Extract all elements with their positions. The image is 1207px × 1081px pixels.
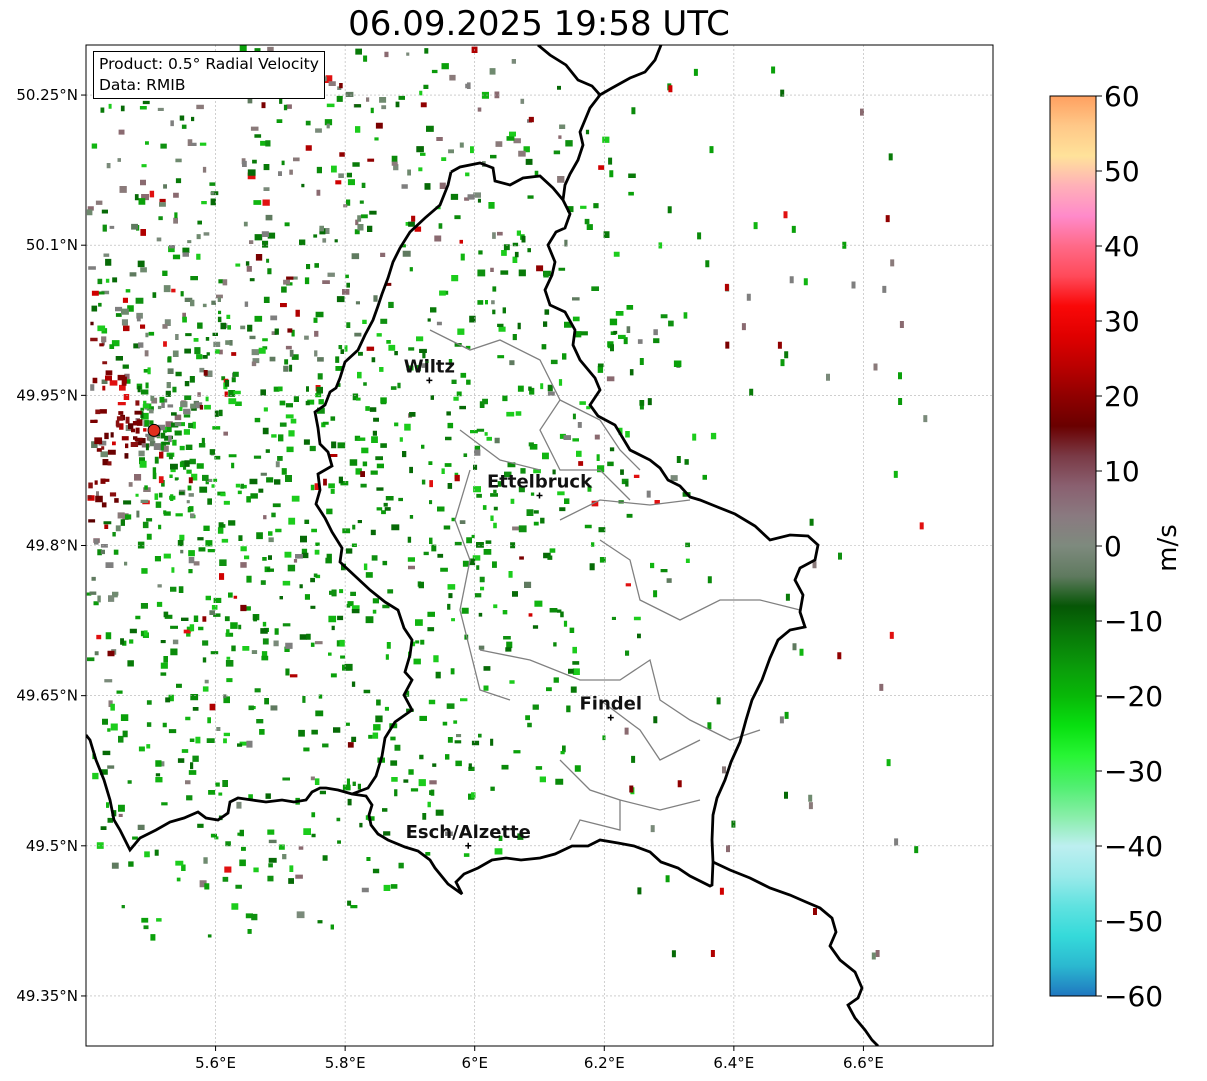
city-label: Wiltz <box>404 356 455 377</box>
x-tick-label: 6.2°E <box>584 1054 625 1072</box>
map-title: 06.09.2025 19:58 UTC <box>348 4 730 44</box>
colorbar-tick-label: −30 <box>1104 755 1163 788</box>
colorbar-tick-label: 50 <box>1104 155 1140 188</box>
borders-layer <box>86 45 879 1046</box>
y-tick-label: 49.95°N <box>16 386 78 404</box>
colorbar-tick-label: −20 <box>1104 680 1163 713</box>
colorbar-tick-label: −50 <box>1104 905 1163 938</box>
y-tick-label: 49.8°N <box>26 537 78 555</box>
colorbar <box>1049 95 1097 997</box>
echo-cells <box>92 343 129 484</box>
city-marker <box>536 492 543 499</box>
axis-ticks: 5.6°E 5.8°E 6°E 6.2°E 6.4°E 6.6°E 50.25°N 50.1°… <box>16 86 884 1072</box>
radar-site <box>147 423 161 437</box>
national-border-east <box>537 45 879 1046</box>
y-tick-label: 49.65°N <box>16 687 78 705</box>
colorbar-unit-label: m/s <box>1153 524 1183 572</box>
y-tick-label: 50.25°N <box>16 86 78 104</box>
x-tick-label: 5.8°E <box>325 1054 366 1072</box>
map-gridlines <box>86 45 993 1046</box>
colorbar-tick-label: 10 <box>1104 455 1140 488</box>
colorbar-tick-label: −40 <box>1104 830 1163 863</box>
velocity-echoes <box>86 45 928 960</box>
city-label: Ettelbruck <box>487 471 593 492</box>
colorbar-tick-label: −60 <box>1104 980 1163 1013</box>
city-labels: Wiltz Ettelbruck Findel Esch/Alzette <box>404 356 642 849</box>
y-tick-label: 49.5°N <box>26 837 78 855</box>
product-label: Product: 0.5° Radial Velocity <box>99 55 319 73</box>
colorbar-tick-label: 20 <box>1104 380 1140 413</box>
colorbar-tick-label: −10 <box>1104 605 1163 638</box>
colorbar-ticks: 60 50 40 30 20 10 0 −10 −20 −30 −40 −50 −60 <box>1096 80 1163 1013</box>
x-tick-label: 6.6°E <box>843 1054 884 1072</box>
city-marker <box>465 842 472 849</box>
x-tick-label: 5.6°E <box>195 1054 236 1072</box>
canton-boundaries <box>429 329 801 841</box>
data-source-label: Data: RMIB <box>99 76 186 94</box>
colorbar-tick-label: 60 <box>1104 80 1140 113</box>
city-label: Esch/Alzette <box>406 822 531 843</box>
colorbar-tick-label: 40 <box>1104 230 1140 263</box>
y-tick-label: 49.35°N <box>16 987 78 1005</box>
city-marker <box>426 377 433 384</box>
echo-cells <box>87 337 140 499</box>
colorbar-tick-label: 0 <box>1104 530 1122 563</box>
national-border-west <box>313 171 453 796</box>
x-tick-label: 6.4°E <box>713 1054 754 1072</box>
y-tick-label: 50.1°N <box>26 236 78 254</box>
colorbar-tick-label: 30 <box>1104 305 1140 338</box>
echo-cells <box>95 410 142 508</box>
city-label: Findel <box>579 694 642 715</box>
x-tick-label: 6°E <box>461 1054 488 1072</box>
city-marker <box>607 714 614 721</box>
radar-site-marker <box>147 423 161 437</box>
product-info-box: Product: 0.5° Radial Velocity Data: RMIB <box>93 51 325 99</box>
